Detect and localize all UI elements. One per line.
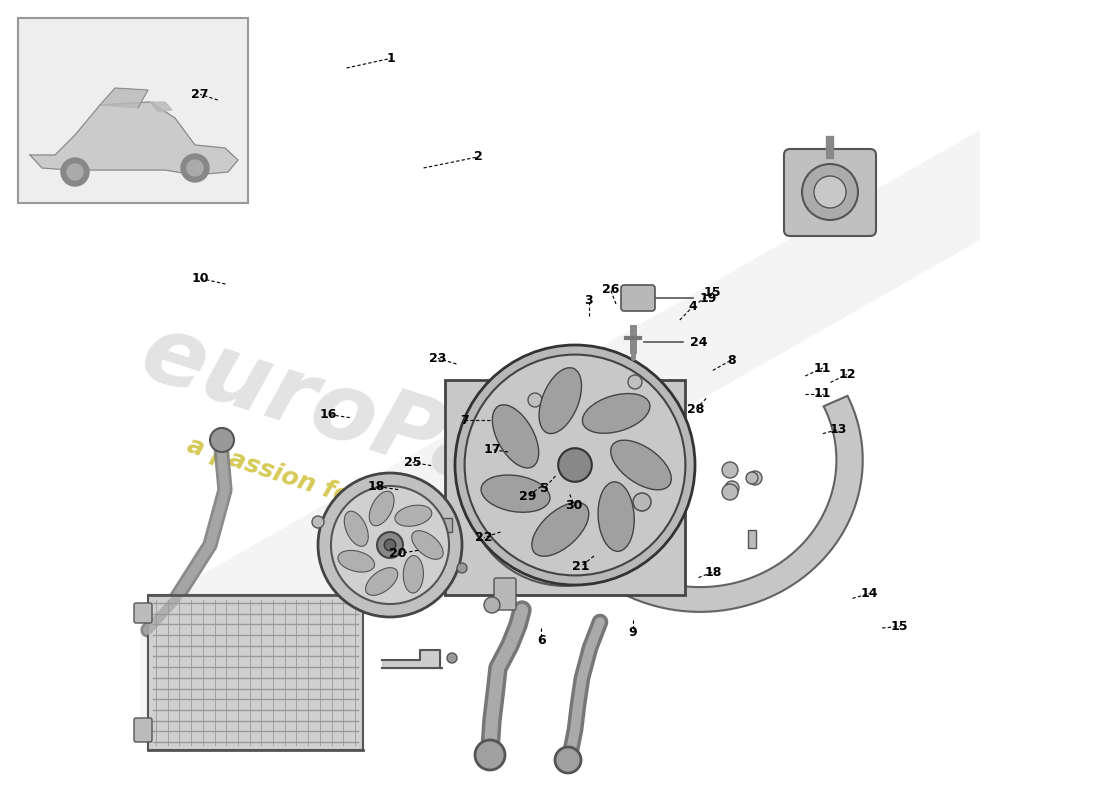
Text: 27: 27	[191, 88, 209, 101]
Text: 28: 28	[686, 403, 704, 416]
Circle shape	[556, 747, 581, 773]
Circle shape	[610, 398, 625, 412]
Circle shape	[455, 345, 695, 585]
Ellipse shape	[365, 568, 398, 595]
Text: 15: 15	[704, 286, 722, 298]
Ellipse shape	[411, 530, 443, 559]
FancyBboxPatch shape	[134, 718, 152, 742]
Circle shape	[722, 484, 738, 500]
Circle shape	[331, 486, 449, 604]
Circle shape	[187, 160, 204, 176]
Text: 4: 4	[689, 300, 697, 313]
Ellipse shape	[531, 502, 588, 556]
Text: 18: 18	[367, 480, 385, 493]
Text: 20: 20	[389, 547, 407, 560]
Text: euroParts: euroParts	[130, 306, 650, 554]
Ellipse shape	[582, 394, 650, 434]
Text: 30: 30	[565, 499, 583, 512]
Bar	[18, 18, 248, 203]
Text: 16: 16	[319, 408, 337, 421]
Text: 29: 29	[519, 490, 537, 502]
Text: 22: 22	[475, 531, 493, 544]
Circle shape	[746, 472, 758, 484]
Polygon shape	[30, 102, 238, 175]
Circle shape	[484, 597, 500, 613]
Polygon shape	[537, 373, 862, 612]
Ellipse shape	[395, 505, 432, 526]
Circle shape	[466, 388, 664, 586]
FancyBboxPatch shape	[134, 603, 152, 623]
Bar	[446, 380, 685, 595]
Text: 6: 6	[537, 634, 546, 646]
Text: 11: 11	[814, 362, 832, 374]
Circle shape	[377, 532, 403, 558]
Text: a passion for parts since 1985: a passion for parts since 1985	[184, 433, 596, 587]
Circle shape	[384, 539, 396, 550]
Text: 25: 25	[404, 456, 421, 469]
Ellipse shape	[610, 440, 671, 490]
Circle shape	[641, 458, 654, 472]
Circle shape	[628, 375, 642, 389]
Text: 11: 11	[814, 387, 832, 400]
Text: 2: 2	[474, 150, 483, 163]
Bar	[748, 530, 756, 548]
FancyBboxPatch shape	[494, 578, 516, 610]
Polygon shape	[382, 650, 442, 668]
Circle shape	[748, 471, 762, 485]
Text: 21: 21	[572, 560, 590, 573]
Circle shape	[475, 740, 505, 770]
Ellipse shape	[598, 482, 635, 551]
FancyBboxPatch shape	[346, 502, 433, 588]
Circle shape	[60, 158, 89, 186]
Polygon shape	[100, 88, 148, 108]
Circle shape	[722, 462, 738, 478]
Text: 9: 9	[628, 626, 637, 638]
Text: 23: 23	[429, 352, 447, 365]
Text: 8: 8	[727, 354, 736, 366]
Circle shape	[632, 493, 651, 511]
Polygon shape	[368, 590, 420, 610]
FancyBboxPatch shape	[621, 285, 654, 311]
Circle shape	[551, 378, 565, 392]
Circle shape	[528, 393, 542, 407]
Text: 5: 5	[540, 482, 549, 494]
Circle shape	[318, 473, 462, 617]
Ellipse shape	[404, 555, 424, 593]
Text: 18: 18	[704, 566, 722, 578]
Bar	[440, 518, 452, 532]
Circle shape	[447, 653, 456, 663]
Circle shape	[456, 563, 468, 573]
Circle shape	[558, 448, 592, 482]
Text: 26: 26	[602, 283, 619, 296]
Text: 24: 24	[690, 335, 707, 349]
Circle shape	[312, 516, 324, 528]
Ellipse shape	[338, 550, 375, 572]
Circle shape	[464, 354, 685, 575]
Circle shape	[814, 176, 846, 208]
Ellipse shape	[370, 491, 394, 526]
Circle shape	[67, 164, 82, 180]
Ellipse shape	[493, 405, 539, 468]
Circle shape	[210, 428, 234, 452]
Ellipse shape	[481, 475, 550, 512]
Circle shape	[725, 481, 739, 495]
Circle shape	[802, 164, 858, 220]
Bar	[148, 595, 363, 750]
Text: 17: 17	[484, 443, 502, 456]
Text: 12: 12	[838, 368, 856, 381]
Text: 3: 3	[584, 294, 593, 306]
Text: 7: 7	[460, 414, 469, 426]
Text: 19: 19	[700, 291, 717, 305]
FancyBboxPatch shape	[784, 149, 876, 236]
Polygon shape	[150, 102, 172, 112]
Ellipse shape	[539, 368, 582, 434]
Polygon shape	[140, 130, 980, 720]
Text: 14: 14	[860, 587, 878, 600]
Text: 13: 13	[829, 423, 847, 436]
Text: 1: 1	[386, 52, 395, 65]
Text: 10: 10	[191, 272, 209, 285]
Circle shape	[182, 154, 209, 182]
Ellipse shape	[344, 511, 369, 546]
Text: 15: 15	[891, 620, 909, 633]
